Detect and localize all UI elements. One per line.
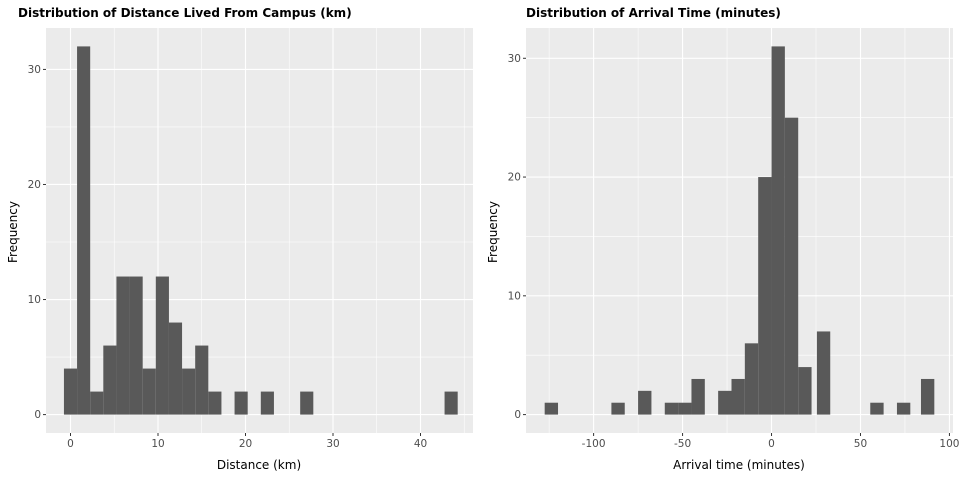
distance-histogram-bar — [208, 391, 222, 415]
arrival-histogram-panel: Distribution of Arrival Time (minutes) A… — [480, 0, 960, 480]
distance-histogram-bar — [90, 391, 104, 415]
distance-histogram-bar — [300, 391, 314, 415]
distance-histogram-bar — [195, 345, 209, 415]
arrival-chart-title: Distribution of Arrival Time (minutes) — [526, 6, 781, 20]
arrival-histogram-bar — [664, 402, 679, 415]
distance-y-axis-label: Frequency — [6, 201, 20, 263]
arrival-x-tick-label: 50 — [854, 438, 867, 450]
distance-y-tick-label: 0 — [34, 409, 41, 421]
distance-x-tick-label: 10 — [151, 438, 164, 450]
arrival-histogram-bar — [544, 402, 559, 415]
arrival-axis-ticks: -100 -50 0 50 100 0 10 20 30 — [508, 53, 960, 450]
arrival-y-tick-label: 30 — [508, 53, 521, 65]
arrival-histogram-bar — [798, 367, 812, 415]
distance-histogram-bar — [444, 391, 458, 415]
distance-histogram-bar — [182, 368, 196, 415]
arrival-y-tick-label: 0 — [514, 409, 521, 421]
arrival-x-axis-label: Arrival time (minutes) — [673, 458, 805, 472]
distance-x-tick-label: 0 — [67, 438, 74, 450]
distance-bars — [63, 46, 458, 415]
arrival-histogram-bar — [870, 402, 884, 415]
distance-histogram-bar — [168, 322, 183, 415]
arrival-x-tick-label: 100 — [939, 438, 959, 450]
distance-x-axis-label: Distance (km) — [217, 458, 301, 472]
arrival-x-tick-label: -50 — [674, 438, 691, 450]
arrival-y-tick-label: 10 — [508, 290, 521, 302]
distance-histogram-bar — [116, 276, 130, 415]
arrival-histogram-bar — [638, 390, 652, 415]
distance-chart-title: Distribution of Distance Lived From Camp… — [18, 6, 352, 20]
distance-histogram-bar — [142, 368, 156, 415]
distance-histogram-bar — [234, 391, 248, 415]
arrival-histogram-bar — [611, 402, 625, 415]
arrival-y-tick-label: 20 — [508, 172, 521, 184]
distance-y-tick-label: 10 — [28, 294, 41, 306]
distance-histogram-bar — [103, 345, 117, 415]
arrival-histogram-bar — [758, 177, 772, 415]
arrival-histogram-bar — [896, 402, 911, 415]
distance-x-tick-label: 40 — [414, 438, 427, 450]
distance-histogram-bar — [260, 391, 274, 415]
arrival-histogram-bar — [920, 378, 935, 415]
arrival-histogram-bar — [784, 117, 799, 415]
arrival-histogram-bar — [691, 378, 705, 415]
arrival-histogram-bar — [678, 402, 692, 415]
arrival-x-tick-label: -100 — [582, 438, 606, 450]
distance-histogram-bar — [63, 368, 78, 415]
arrival-histogram-bar — [731, 378, 745, 415]
arrival-histogram-bar — [718, 390, 732, 415]
distance-x-tick-label: 30 — [326, 438, 339, 450]
distance-x-tick-label: 20 — [239, 438, 252, 450]
arrival-histogram-bar — [771, 46, 785, 415]
distance-histogram-panel: Distribution of Distance Lived From Camp… — [6, 6, 473, 472]
distance-y-tick-label: 30 — [28, 64, 41, 76]
arrival-plot-background — [526, 28, 953, 433]
arrival-histogram-bar — [744, 343, 759, 415]
distance-y-tick-label: 20 — [28, 179, 41, 191]
distance-histogram-bar — [77, 46, 91, 415]
arrival-bars — [544, 46, 935, 415]
arrival-histogram-chart: Distribution of Arrival Time (minutes) A… — [486, 6, 960, 472]
distance-histogram-bar — [129, 276, 143, 415]
arrival-gridlines — [526, 28, 953, 433]
distance-histogram-bar — [155, 276, 169, 415]
distance-histogram-chart: Distribution of Distance Lived From Camp… — [6, 6, 473, 472]
arrival-x-tick-label: 0 — [768, 438, 775, 450]
arrival-y-axis-label: Frequency — [486, 201, 500, 263]
distance-axis-ticks: 0 10 20 30 40 0 10 20 30 — [28, 64, 428, 450]
arrival-histogram-bar — [816, 331, 831, 415]
